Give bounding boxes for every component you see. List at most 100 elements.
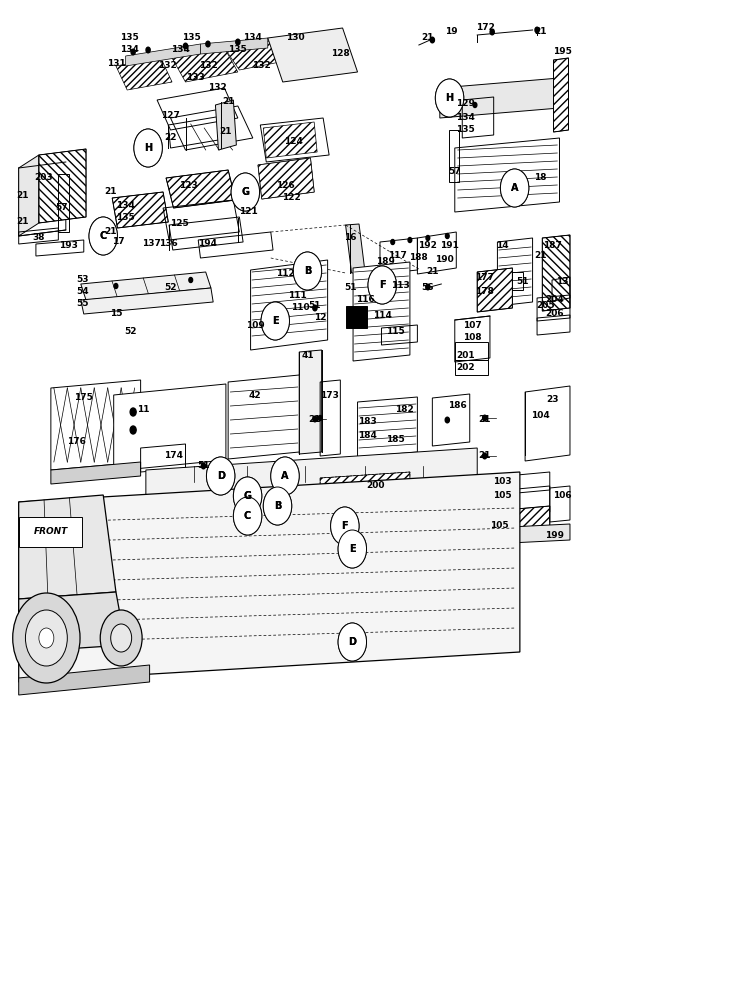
Text: 135: 135 (228, 44, 248, 53)
Circle shape (435, 79, 464, 117)
Circle shape (408, 237, 412, 242)
Circle shape (134, 129, 162, 167)
Polygon shape (19, 665, 150, 695)
Text: 132: 132 (158, 62, 177, 70)
Circle shape (445, 417, 450, 423)
Text: 21: 21 (16, 190, 28, 200)
Text: 135: 135 (456, 125, 475, 134)
Text: 21: 21 (534, 26, 546, 35)
Circle shape (134, 129, 162, 167)
Polygon shape (19, 162, 66, 236)
Text: G: G (242, 187, 249, 197)
Polygon shape (353, 262, 410, 361)
Polygon shape (116, 58, 172, 90)
Text: 122: 122 (281, 194, 301, 202)
Text: B: B (274, 501, 281, 511)
Text: 188: 188 (409, 252, 429, 261)
Circle shape (39, 628, 54, 648)
Circle shape (261, 302, 289, 340)
Text: 133: 133 (186, 74, 205, 83)
Text: E: E (349, 544, 355, 554)
Text: 41: 41 (301, 352, 313, 360)
Polygon shape (126, 44, 200, 66)
Text: 21: 21 (479, 452, 491, 460)
Text: 57: 57 (449, 167, 461, 176)
Text: A: A (281, 471, 289, 481)
Polygon shape (455, 138, 560, 212)
Circle shape (271, 457, 299, 495)
Text: 21: 21 (223, 97, 235, 105)
Text: F: F (342, 521, 348, 531)
Text: A: A (511, 183, 518, 193)
Text: 178: 178 (475, 286, 494, 296)
Circle shape (111, 624, 132, 652)
Polygon shape (320, 472, 410, 498)
Polygon shape (477, 268, 512, 312)
Text: C: C (244, 511, 251, 521)
Text: 23: 23 (546, 394, 558, 403)
Text: 134: 134 (116, 200, 135, 210)
Bar (346, 306, 367, 328)
Polygon shape (410, 524, 570, 548)
Text: 54: 54 (76, 288, 88, 296)
Text: 52: 52 (125, 326, 137, 336)
Polygon shape (346, 224, 365, 273)
Text: 183: 183 (358, 418, 377, 426)
Polygon shape (172, 48, 238, 82)
Polygon shape (482, 506, 550, 541)
Text: 175: 175 (74, 392, 94, 401)
Polygon shape (19, 155, 39, 236)
Text: 193: 193 (59, 241, 79, 250)
Text: 11: 11 (138, 406, 150, 414)
Circle shape (13, 593, 80, 683)
Circle shape (338, 530, 367, 568)
Circle shape (500, 169, 529, 207)
Polygon shape (299, 350, 322, 454)
Text: 13: 13 (557, 277, 568, 286)
Text: C: C (99, 231, 107, 241)
Text: 204: 204 (545, 296, 565, 304)
Circle shape (390, 239, 395, 244)
Text: F: F (379, 280, 385, 290)
Polygon shape (51, 462, 141, 484)
Polygon shape (39, 149, 86, 223)
Text: 106: 106 (554, 491, 571, 500)
Text: 126: 126 (276, 180, 295, 190)
Polygon shape (263, 122, 317, 158)
Text: 12: 12 (314, 314, 326, 322)
Text: 51: 51 (309, 300, 321, 310)
Circle shape (146, 47, 150, 53)
Text: 137: 137 (141, 239, 161, 248)
Circle shape (535, 27, 539, 33)
Circle shape (490, 29, 494, 35)
Circle shape (368, 266, 396, 304)
Circle shape (500, 169, 529, 207)
Polygon shape (258, 158, 314, 199)
Text: 110: 110 (291, 304, 309, 312)
Text: E: E (272, 316, 278, 326)
Text: 21: 21 (479, 414, 491, 424)
Polygon shape (228, 375, 299, 459)
Polygon shape (19, 472, 520, 682)
Polygon shape (112, 192, 168, 228)
Text: 104: 104 (530, 410, 550, 420)
Circle shape (331, 507, 359, 545)
Circle shape (231, 173, 260, 211)
Text: 192: 192 (418, 240, 438, 249)
Text: F: F (379, 280, 385, 290)
Text: 21: 21 (220, 126, 232, 135)
Circle shape (236, 39, 240, 45)
Text: C: C (99, 231, 107, 241)
Text: 51: 51 (197, 462, 209, 471)
Text: G: G (242, 187, 249, 197)
Text: 21: 21 (534, 251, 546, 260)
Text: 113: 113 (390, 280, 410, 290)
Text: 15: 15 (110, 310, 122, 318)
Bar (455, 342, 488, 360)
Text: 21: 21 (422, 33, 434, 42)
Text: 131: 131 (106, 60, 126, 68)
Text: 116: 116 (355, 296, 375, 304)
Text: 55: 55 (76, 298, 88, 308)
Text: H: H (446, 93, 453, 103)
Text: 202: 202 (456, 363, 474, 372)
